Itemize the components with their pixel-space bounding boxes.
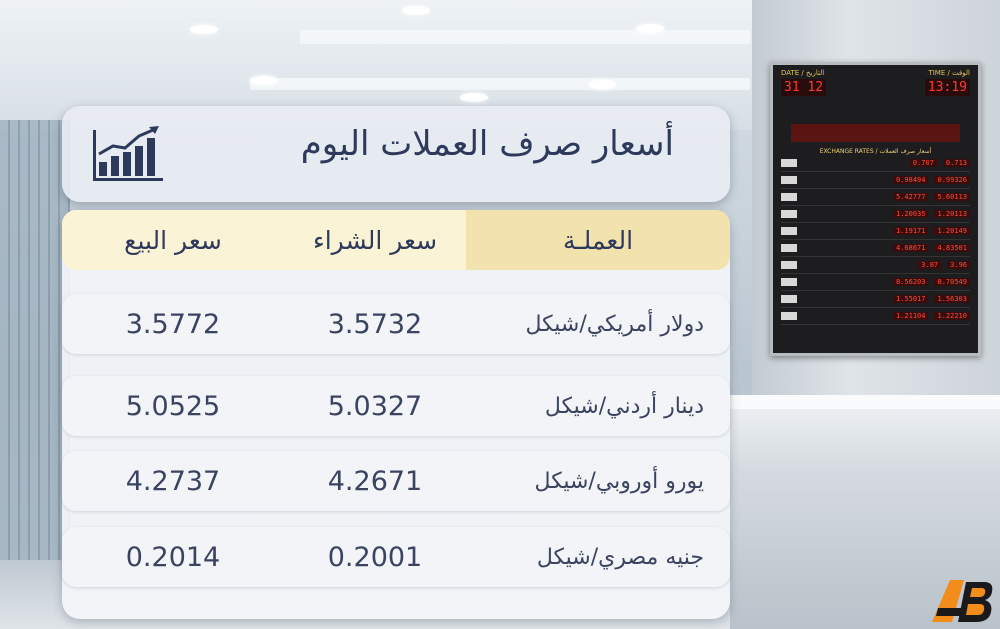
- board-sell-value: 1.22210: [934, 312, 970, 320]
- board-rate-row: 8.56203 8.70549: [781, 274, 970, 291]
- board-rate-row: 1.19171 1.20149: [781, 223, 970, 240]
- header-currency: العملـة: [466, 210, 730, 270]
- board-sell-value: 0.713: [942, 159, 970, 167]
- buy-rate: 5.0327: [327, 390, 423, 422]
- rates-table: سعر البيع سعر الشراء العملـة 3.5772 3.57…: [62, 210, 730, 619]
- table-row: 3.5772 3.5732 دولار أمريكي/شيكل: [62, 294, 730, 354]
- board-buy-value: 0.98494: [892, 176, 929, 184]
- board-date-digits: 31 12: [781, 79, 827, 96]
- board-buy-value: 5.42777: [892, 193, 929, 201]
- board-rate-row: 0.707 0.713: [781, 155, 970, 172]
- board-buy-value: 1.21104: [892, 312, 929, 320]
- board-buy-value: 3.87: [918, 261, 942, 269]
- currency-name: دولار أمريكي/شيكل: [525, 311, 704, 337]
- title-panel: أسعار صرف العملات اليوم: [62, 106, 730, 202]
- board-sell-value: 4.83501: [934, 244, 970, 252]
- board-buy-value: 1.19171: [892, 227, 929, 235]
- board-sell-value: 8.70549: [934, 278, 970, 286]
- table-row: 5.0525 5.0327 دينار أردني/شيكل: [62, 376, 730, 436]
- board-sell-value: 5.60113: [934, 193, 970, 201]
- flag-icon: [781, 227, 797, 235]
- board-rate-row: 1.55017 1.56303: [781, 291, 970, 308]
- board-rate-row: 5.42777 5.60113: [781, 189, 970, 206]
- header-sell: سعر البيع: [62, 210, 284, 270]
- flag-icon: [781, 295, 797, 303]
- ab-logo: [932, 580, 993, 622]
- board-date-label: DATE / التاريخ: [781, 69, 825, 77]
- board-rate-row: 1.20035 1.20113: [781, 206, 970, 223]
- table-header: سعر البيع سعر الشراء العملـة: [62, 210, 730, 270]
- buy-rate: 4.2671: [327, 465, 423, 497]
- table-row: 0.2014 0.2001 جنيه مصري/شيكل: [62, 527, 730, 587]
- board-sell-value: 1.56303: [934, 295, 970, 303]
- board-rate-row: 4.68671 4.83501: [781, 240, 970, 257]
- board-rows: 0.707 0.713 0.98494 0.99326 5.42777 5.60113 1.…: [773, 155, 978, 325]
- flag-icon: [781, 193, 797, 201]
- board-rate-row: 0.98494 0.99326: [781, 172, 970, 189]
- flag-icon: [781, 159, 797, 167]
- flag-icon: [781, 278, 797, 286]
- flag-icon: [781, 312, 797, 320]
- board-time-label: TIME / الوقت: [928, 69, 970, 77]
- sell-rate: 0.2014: [125, 541, 221, 573]
- window-wall: [0, 120, 70, 580]
- board-banner: [791, 124, 960, 142]
- counter-top: [725, 395, 1000, 409]
- table-row: 4.2737 4.2671 يورو أوروبي/شيكل: [62, 451, 730, 511]
- flag-icon: [781, 210, 797, 218]
- sell-rate: 5.0525: [125, 390, 221, 422]
- board-rate-row: 1.21104 1.22210: [781, 308, 970, 325]
- board-buy-value: 4.68671: [892, 244, 929, 252]
- board-buy-value: 0.707: [909, 159, 937, 167]
- flag-icon: [781, 244, 797, 252]
- board-buy-value: 1.20035: [892, 210, 929, 218]
- exchange-rate-board: DATE / التاريخ TIME / الوقت 31 12 13:19 …: [770, 62, 981, 356]
- currency-name: جنيه مصري/شيكل: [536, 544, 704, 570]
- buy-rate: 3.5732: [327, 308, 423, 340]
- board-time-digits: 13:19: [924, 79, 970, 96]
- board-sell-value: 1.20149: [934, 227, 970, 235]
- board-rate-row: 3.87 3.96: [781, 257, 970, 274]
- currency-name: يورو أوروبي/شيكل: [534, 468, 704, 494]
- board-buy-value: 8.56203: [892, 278, 929, 286]
- buy-rate: 0.2001: [327, 541, 423, 573]
- sell-rate: 3.5772: [125, 308, 221, 340]
- board-sell-value: 1.20113: [934, 210, 970, 218]
- board-sell-value: 0.99326: [934, 176, 970, 184]
- currency-name: دينار أردني/شيكل: [544, 393, 704, 419]
- board-title: EXCHANGE RATES / أسعار صرف العملات: [819, 148, 932, 155]
- header-buy: سعر الشراء: [284, 210, 466, 270]
- flag-icon: [781, 261, 797, 269]
- sell-rate: 4.2737: [125, 465, 221, 497]
- chart-growth-icon: [93, 126, 163, 181]
- page-title: أسعار صرف العملات اليوم: [300, 124, 674, 164]
- board-sell-value: 3.96: [947, 261, 970, 269]
- board-buy-value: 1.55017: [892, 295, 929, 303]
- flag-icon: [781, 176, 797, 184]
